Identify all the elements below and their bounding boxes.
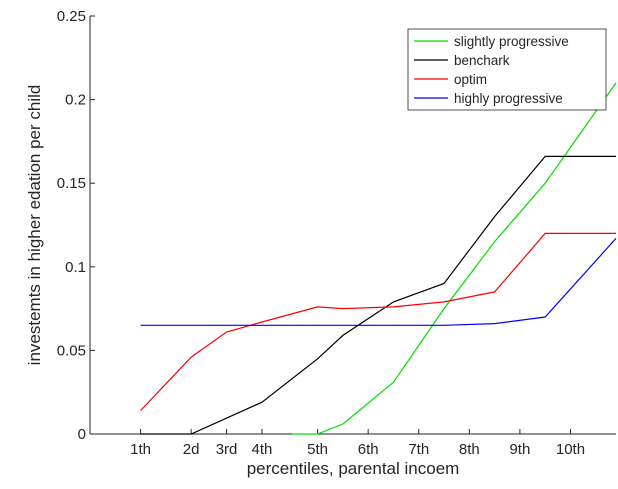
y-tick-label: 0.25	[57, 8, 86, 25]
series-line-benchmark	[140, 155, 616, 435]
series-line-optimum	[140, 232, 616, 412]
legend: slightly progressive benchark optim highly …	[407, 28, 607, 111]
x-tick-label: 10th	[556, 441, 585, 458]
x-tick-label: 4th	[252, 441, 273, 458]
y-tick-label: 0.1	[65, 259, 86, 276]
x-axis-ticks: 1th 2d 3rd 4th 5th 6th 7th 8th 9th 10th	[130, 429, 585, 458]
x-tick-label: 1th	[130, 441, 151, 458]
x-tick-label: 5th	[307, 441, 328, 458]
plot-area: 0 0.05 0.1 0.15 0.2 0.25 1th 2d 3rd 4th 5th 6th 7th…	[57, 8, 617, 458]
y-tick-label: 0.15	[57, 175, 86, 192]
legend-label: slightly progressive	[454, 34, 569, 49]
x-tick-label: 8th	[459, 441, 480, 458]
x-tick-label: 2d	[183, 441, 200, 458]
y-tick-label: 0	[78, 426, 86, 443]
legend-box	[407, 28, 607, 111]
y-axis-ticks: 0 0.05 0.1 0.15 0.2 0.25	[57, 8, 95, 443]
x-axis-label: percentiles, parental incoem	[247, 459, 460, 478]
x-tick-label: 3rd	[216, 441, 238, 458]
legend-label: optim	[454, 72, 487, 87]
x-tick-label: 6th	[358, 441, 379, 458]
y-tick-label: 0.2	[65, 92, 86, 109]
series-line-slightly-progressive	[292, 82, 617, 435]
series-lines	[140, 82, 617, 435]
y-tick-label: 0.05	[57, 342, 86, 359]
x-tick-label: 9th	[509, 441, 530, 458]
x-tick-label: 7th	[408, 441, 429, 458]
y-axis-label: investemts in higher edation per child	[25, 85, 44, 366]
series-line-highly-progressive	[140, 237, 617, 326]
legend-label: highly progressive	[454, 91, 563, 106]
legend-label: benchark	[454, 53, 510, 68]
